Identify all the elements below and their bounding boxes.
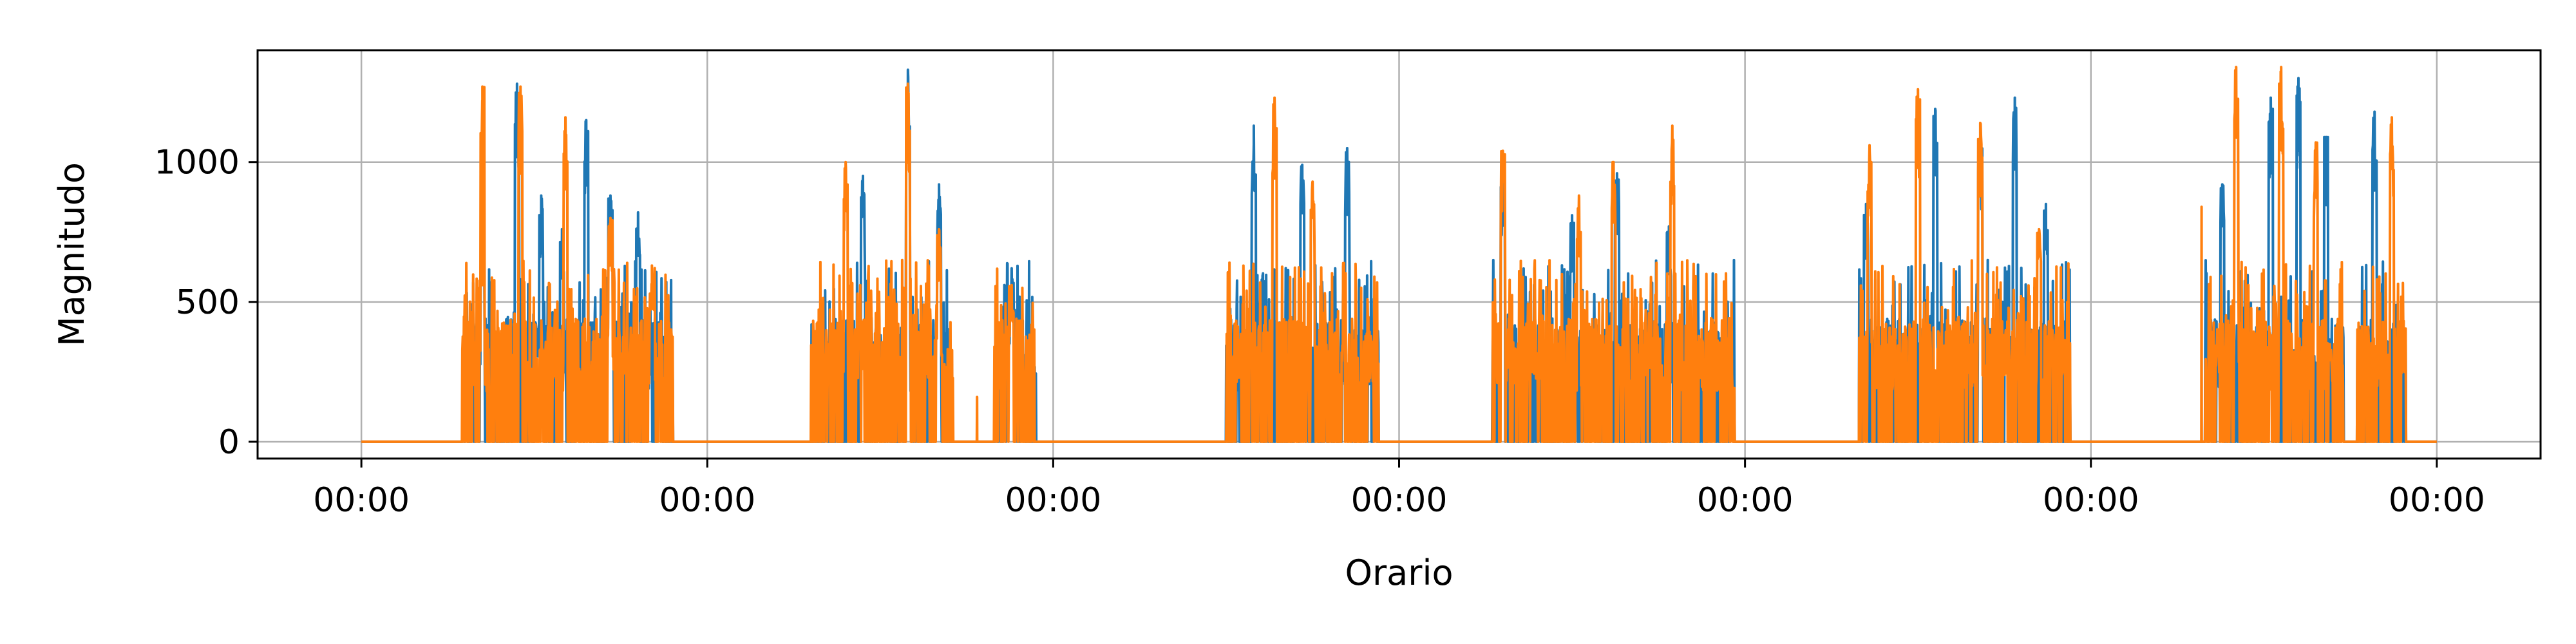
y-tick-label: 500 [176, 283, 240, 322]
x-tick-label: 00:00 [313, 481, 410, 520]
x-tick-label: 00:00 [1697, 481, 1794, 520]
x-tick-label: 00:00 [2043, 481, 2139, 520]
y-axis-title: Magnitudo [52, 162, 92, 346]
axis-ticks: 00:00 00:00 00:00 00:00 00:00 00:00 00:00 0 500 1… [155, 144, 2485, 520]
x-tick-label: 00:00 [659, 481, 755, 520]
y-tick-label: 0 [218, 423, 240, 462]
series-2-line [360, 66, 2438, 443]
x-axis-title: Orario [1345, 553, 1453, 593]
y-tick-label: 1000 [155, 144, 240, 182]
x-tick-label: 00:00 [1351, 481, 1448, 520]
plot-area [360, 66, 2438, 443]
x-tick-label: 00:00 [1005, 481, 1101, 520]
x-tick-label: 00:00 [2389, 481, 2485, 520]
